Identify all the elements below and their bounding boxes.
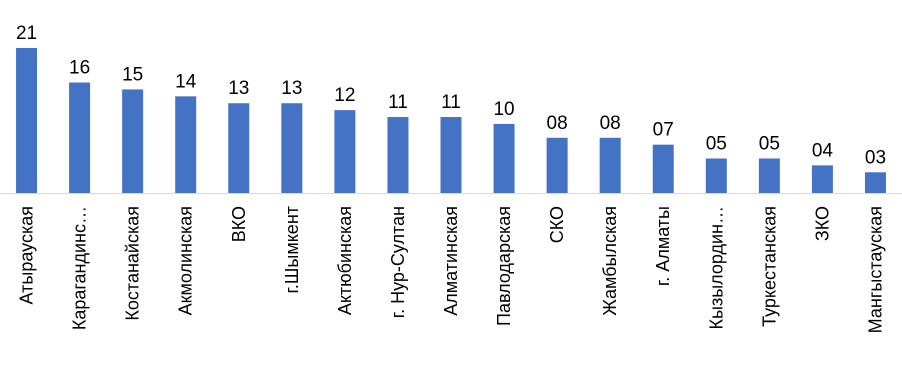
bar-3 bbox=[122, 89, 144, 193]
bar-5 bbox=[228, 103, 250, 193]
category-label: Алматинская bbox=[441, 206, 461, 316]
bar-14 bbox=[705, 158, 727, 193]
category-label: г. Нур-Султан bbox=[388, 206, 408, 318]
value-label: 13 bbox=[281, 78, 302, 99]
bar-9 bbox=[440, 117, 462, 193]
bar-17 bbox=[864, 172, 886, 193]
category-label: Кызылордин… bbox=[706, 206, 726, 329]
category-label: Костанайская bbox=[123, 206, 143, 321]
bar-10 bbox=[493, 123, 515, 193]
bars-group bbox=[16, 48, 886, 193]
value-labels-group: 21 16 15 14 13 13 12 11 11 10 08 08 07 05 05 04 03 bbox=[16, 23, 886, 168]
category-label: Жамбылская bbox=[600, 206, 620, 316]
value-label: 16 bbox=[69, 58, 90, 79]
value-label: 11 bbox=[388, 92, 408, 113]
category-label: Туркестанская bbox=[759, 206, 779, 327]
category-label: Акмолинская bbox=[176, 206, 196, 315]
category-label: г. Алматы bbox=[653, 206, 673, 286]
value-label: 21 bbox=[16, 23, 37, 44]
category-label: г.Шымкент bbox=[282, 206, 302, 293]
category-label: ВКО bbox=[229, 206, 249, 242]
category-label: Актюбинская bbox=[335, 206, 355, 315]
bar-2 bbox=[69, 82, 91, 193]
bar-1 bbox=[16, 48, 38, 193]
category-label: ЗКО bbox=[812, 206, 832, 241]
bar-15 bbox=[758, 158, 780, 193]
value-label: 13 bbox=[228, 78, 249, 99]
bar-7 bbox=[334, 110, 356, 193]
value-label: 04 bbox=[812, 140, 834, 161]
value-label: 14 bbox=[175, 71, 197, 92]
category-label: Атырауская bbox=[17, 206, 37, 304]
value-label: 05 bbox=[706, 133, 727, 154]
value-label: 07 bbox=[653, 120, 674, 141]
value-label: 08 bbox=[600, 113, 621, 134]
value-label: 10 bbox=[493, 99, 514, 120]
value-label: 05 bbox=[759, 133, 780, 154]
category-label: Павлодарская bbox=[494, 206, 514, 326]
bar-4 bbox=[175, 96, 197, 193]
category-labels-group: Атырауская Карагандинс… Костанайская Акмоли… bbox=[17, 206, 886, 333]
bar-13 bbox=[652, 144, 674, 193]
bar-16 bbox=[811, 165, 833, 193]
bar-12 bbox=[599, 137, 621, 193]
value-label: 11 bbox=[441, 92, 461, 113]
value-label: 03 bbox=[865, 147, 886, 168]
category-label: СКО bbox=[547, 206, 567, 243]
value-label: 08 bbox=[547, 113, 568, 134]
bar-6 bbox=[281, 103, 303, 193]
category-label: Карагандинс… bbox=[70, 206, 90, 330]
value-label: 12 bbox=[334, 85, 355, 106]
value-label: 15 bbox=[122, 64, 143, 85]
category-label: Мангыстауская bbox=[865, 206, 885, 333]
bar-8 bbox=[387, 117, 409, 193]
bar-11 bbox=[546, 137, 568, 193]
